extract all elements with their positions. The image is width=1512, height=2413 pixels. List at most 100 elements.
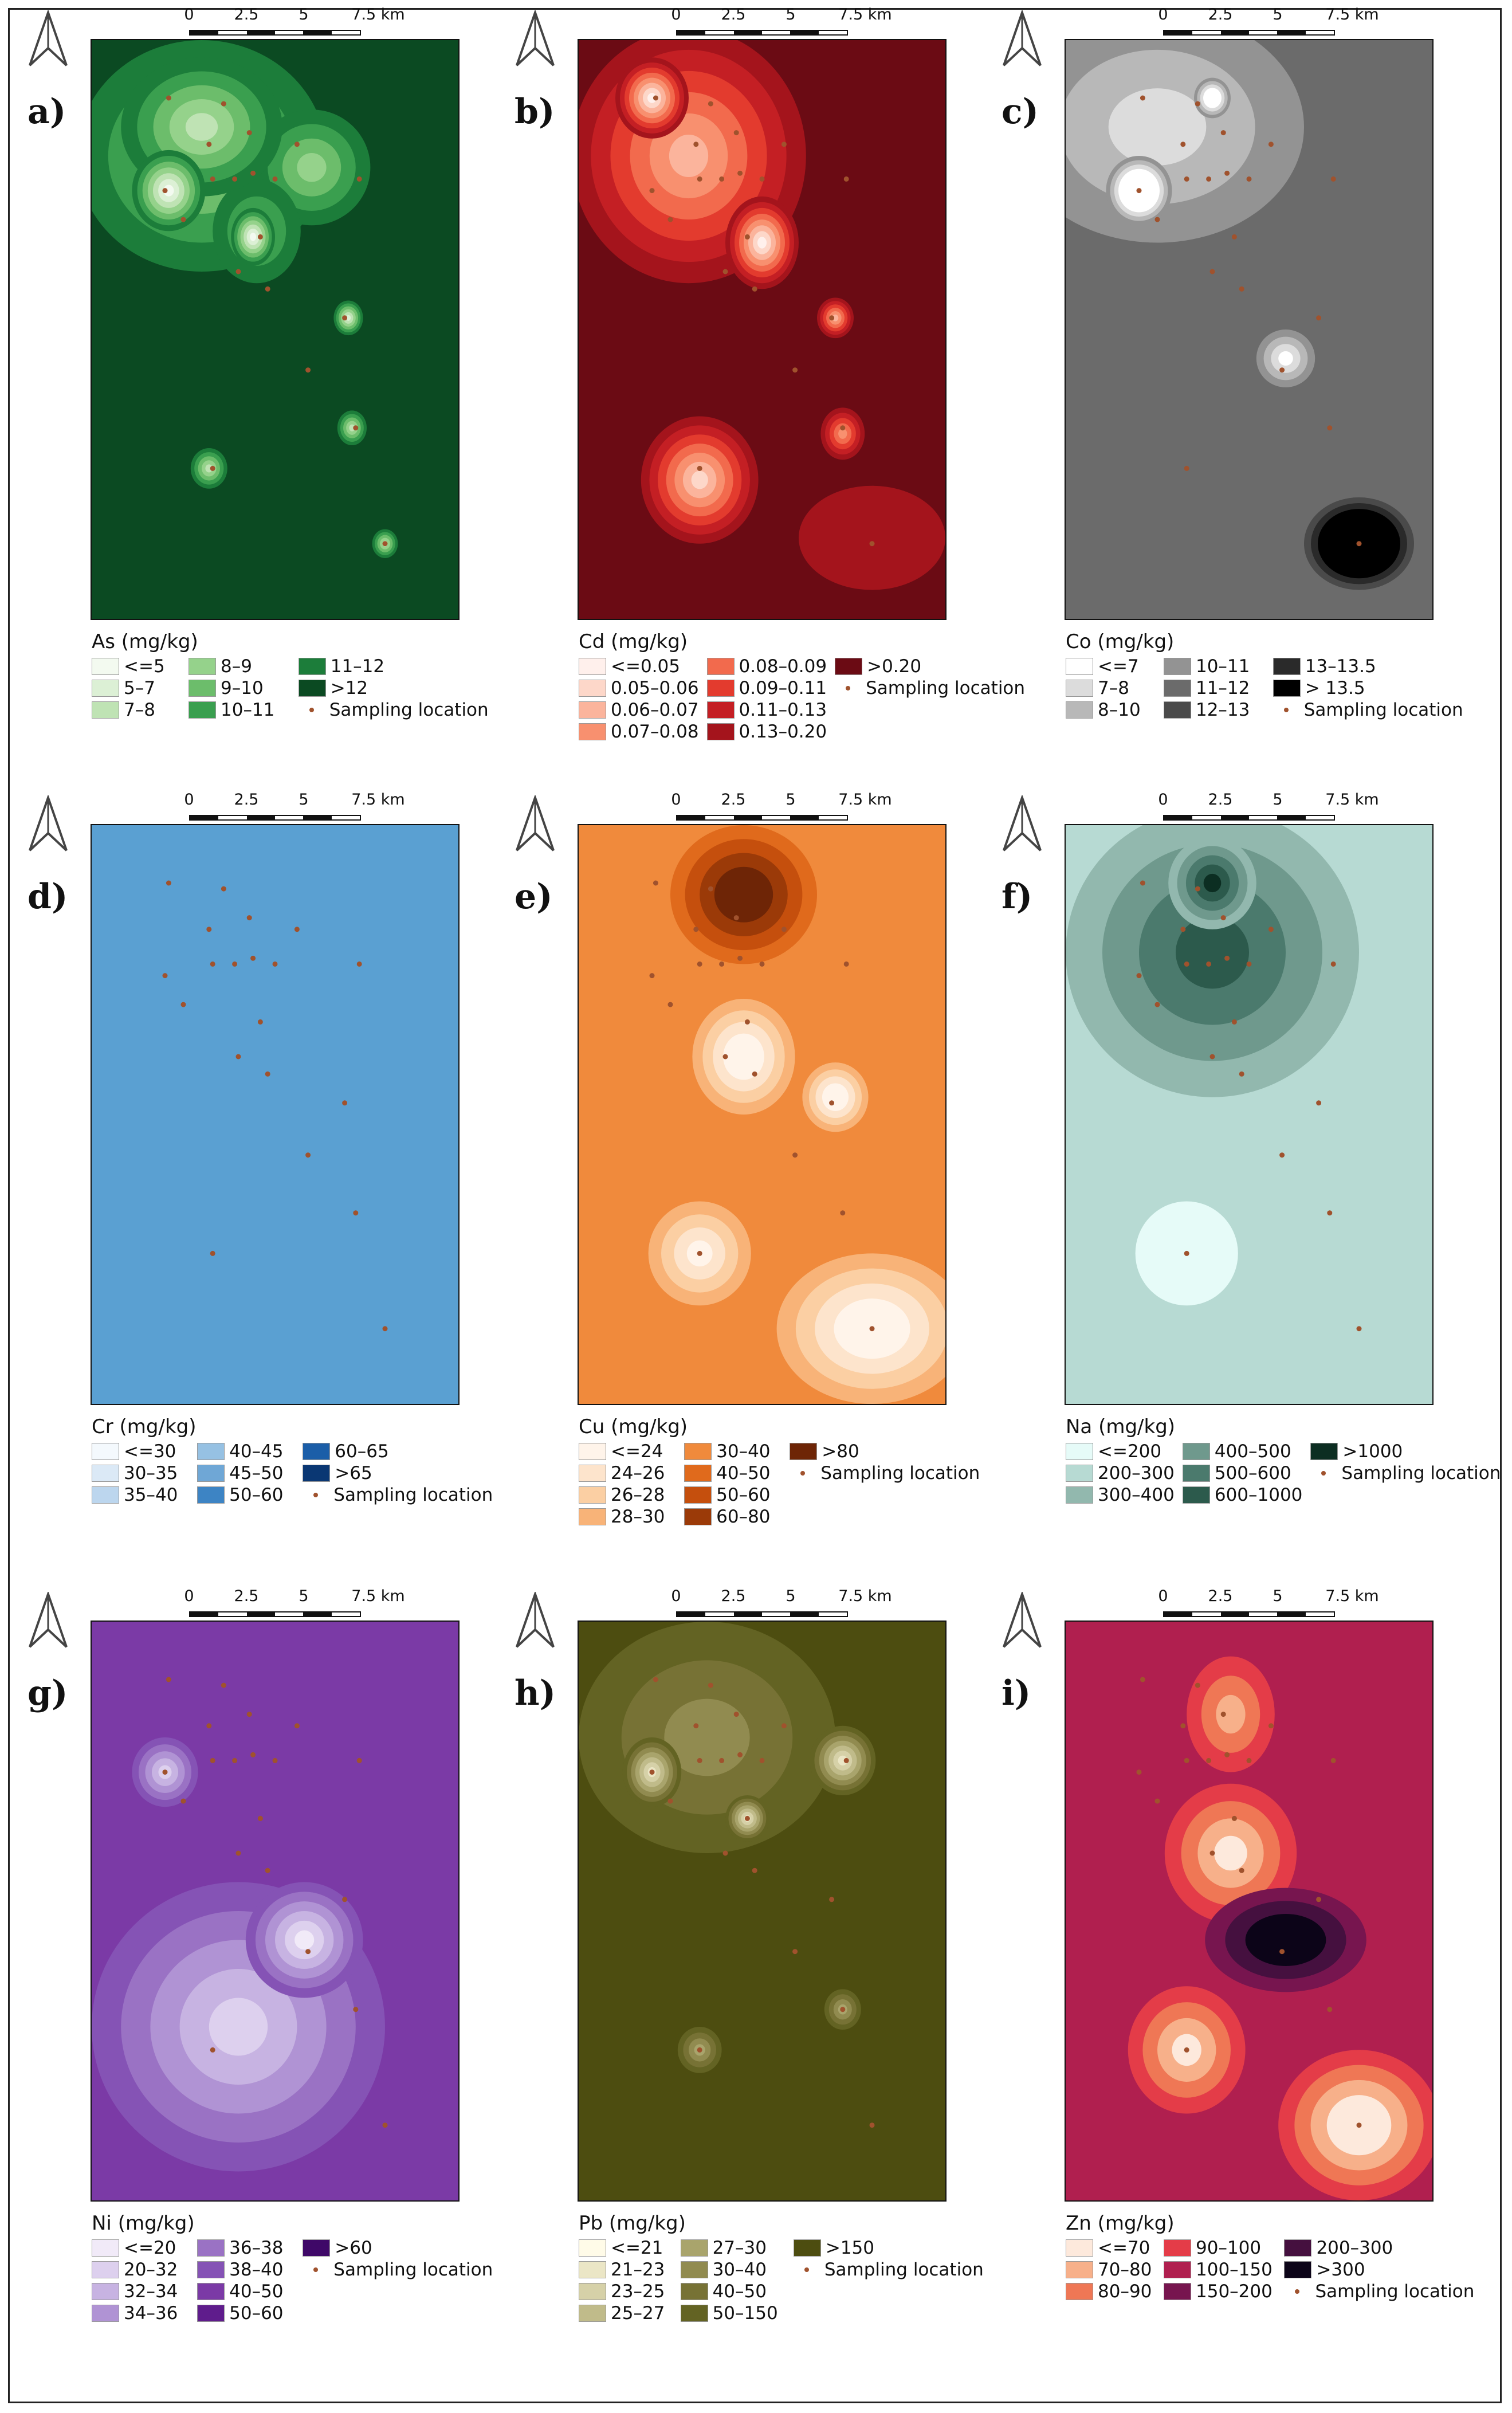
legend-range: 0.07–0.08 [611, 721, 699, 742]
legend-range: 5–7 [124, 678, 155, 699]
legend-item: 50–60 [197, 1484, 294, 1506]
legend-item: 12–13 [1163, 699, 1265, 721]
legend-range: 12–13 [1195, 700, 1250, 720]
map-legend: Na (mg/kg) <=200 200–300 300–400 400–500 500–… [1066, 1415, 1501, 1506]
scale-label: 2.5 [1208, 6, 1233, 23]
sampling-point [1224, 1752, 1230, 1757]
contour-zone [1176, 916, 1249, 989]
legend-item: 50–60 [197, 2302, 294, 2324]
scale-label: 2.5 [234, 6, 259, 23]
legend-title: Ni (mg/kg) [92, 2212, 195, 2235]
legend-title: Zn (mg/kg) [1066, 2212, 1175, 2235]
legend-range: 500–600 [1214, 1463, 1291, 1484]
legend-item: >150 [793, 2237, 991, 2259]
concentration-map [91, 39, 460, 620]
sampling-point [162, 973, 168, 979]
sampling-point [840, 2007, 846, 2012]
legend-item: 0.06–0.07 [579, 699, 699, 721]
sampling-point [305, 367, 311, 373]
sampling-point [1246, 1757, 1252, 1763]
legend-item: 8–9 [188, 656, 290, 677]
sampling-point [382, 1326, 388, 1332]
sampling-point [829, 1100, 835, 1106]
legend-range: 45–50 [229, 1463, 284, 1484]
map-panel-d: 0 2.5 5 7.5 km d) Cr (mg/kg) <=30 30–35 35–40 40–… [17, 785, 504, 1564]
contour-zone [664, 1698, 750, 1776]
legend-range: <=0.05 [611, 656, 680, 677]
sampling-point [353, 1210, 359, 1216]
sampling-point [1356, 541, 1362, 547]
legend-swatch [188, 680, 216, 697]
legend-item: 60–80 [684, 1506, 781, 1528]
legend-swatch [579, 2283, 606, 2300]
sampling-point-icon [1310, 1465, 1337, 1481]
legend-swatch [579, 723, 606, 740]
scale-bar: 0 2.5 5 7.5 km [1158, 1587, 1379, 1627]
map-panel-g: 0 2.5 5 7.5 km g) Ni (mg/kg) <=20 20–32 32–34 34–… [17, 1582, 504, 2361]
sampling-point [697, 1757, 702, 1763]
legend-range: 100–150 [1196, 2259, 1273, 2280]
sampling-point [1136, 188, 1142, 194]
legend-item: 40–50 [197, 2281, 294, 2302]
sampling-point [1224, 955, 1230, 961]
scale-bar-segments [1163, 30, 1335, 36]
map-legend: Pb (mg/kg) <=21 21–23 23–25 25–27 27–30 30–40 4… [579, 2212, 991, 2324]
legend-swatch [188, 658, 216, 675]
sampling-point [265, 286, 270, 292]
scale-bar-segments [676, 30, 848, 36]
sampling-point-icon [299, 702, 325, 718]
sampling-point [744, 234, 750, 240]
contour-zone [1278, 351, 1293, 366]
sampling-point [265, 1867, 270, 1873]
legend-item-sampling: Sampling location [299, 699, 504, 721]
sampling-point [752, 1867, 757, 1873]
legend-range: 40–50 [712, 2281, 767, 2302]
sampling-point [733, 130, 739, 136]
sampling-point [667, 1002, 673, 1007]
sampling-point [294, 1723, 300, 1729]
legend-swatch [1163, 701, 1191, 719]
legend-title: Cr (mg/kg) [92, 1415, 197, 1438]
legend-item: 0.07–0.08 [579, 721, 699, 743]
legend-range: 0.06–0.07 [611, 700, 699, 720]
sampling-point-icon [1284, 2283, 1310, 2300]
legend-swatch [1273, 680, 1301, 697]
scale-label: 5 [786, 1587, 796, 1605]
scale-bar: 0 2.5 5 7.5 km [671, 1587, 892, 1627]
sampling-point [356, 961, 362, 967]
sampling-point [257, 1815, 263, 1821]
legend-range: 30–35 [124, 1463, 178, 1484]
legend-item: 60–65 [303, 1441, 504, 1462]
sampling-point [1195, 886, 1200, 892]
sampling-point [166, 880, 171, 886]
scale-label: 7.5 km [1325, 791, 1379, 809]
scale-bar: 0 2.5 5 7.5 km [671, 6, 892, 46]
legend-range: <=200 [1098, 1441, 1162, 1462]
sampling-point [752, 1071, 757, 1077]
legend-range: 40–50 [716, 1463, 771, 1484]
legend-range: >300 [1316, 2259, 1365, 2280]
legend-swatch [579, 1486, 606, 1504]
legend-item: 11–12 [298, 656, 504, 677]
legend-range: 24–26 [611, 1463, 665, 1484]
legend-swatch [1066, 1486, 1093, 1504]
north-arrow-icon [1003, 795, 1042, 852]
scale-bar-segments [1163, 815, 1335, 821]
north-arrow-icon [29, 10, 68, 66]
contour-zone [757, 237, 767, 249]
sampling-point [697, 176, 702, 182]
scale-bar-segments [189, 1611, 361, 1617]
legend-range: 10–11 [1195, 656, 1250, 677]
legend-item: 90–100 [1164, 2237, 1276, 2259]
legend-swatch [197, 2261, 225, 2278]
sampling-point [232, 961, 238, 967]
map-legend: Cr (mg/kg) <=30 30–35 35–40 40–45 45–50 50–60 6… [92, 1415, 504, 1506]
legend-range: 21–23 [611, 2259, 665, 2280]
legend-swatch [1066, 1443, 1093, 1460]
sampling-point-icon [303, 2262, 329, 2278]
legend-swatch [793, 2239, 821, 2257]
legend-swatch [303, 2239, 331, 2257]
legend-item: 40–50 [684, 1462, 781, 1484]
legend-swatch [197, 2239, 225, 2257]
legend-range: 28–30 [611, 1506, 665, 1527]
